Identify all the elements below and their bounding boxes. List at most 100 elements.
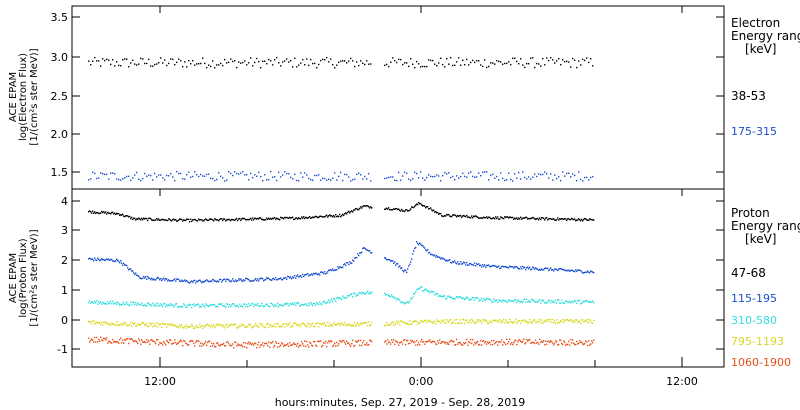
data-point — [555, 340, 557, 342]
data-point — [276, 217, 278, 219]
data-point — [418, 287, 420, 289]
data-point — [423, 321, 425, 323]
data-point — [142, 58, 144, 60]
data-point — [522, 265, 524, 268]
data-point — [559, 339, 561, 341]
data-point — [336, 179, 338, 181]
data-point — [151, 219, 153, 221]
data-point — [348, 295, 350, 297]
data-point — [190, 281, 192, 283]
data-point — [251, 302, 253, 305]
data-point — [98, 177, 100, 179]
data-point — [117, 341, 119, 343]
data-point — [139, 218, 141, 220]
data-point — [324, 216, 326, 218]
data-point — [312, 179, 314, 181]
data-point — [574, 270, 576, 273]
data-point — [521, 320, 523, 322]
data-point — [487, 341, 489, 343]
data-point — [360, 252, 362, 254]
data-point — [206, 344, 208, 346]
data-point — [581, 218, 583, 221]
data-point — [289, 342, 291, 344]
data-point — [294, 275, 296, 277]
data-point — [242, 280, 244, 283]
proton-ytick-label: 4 — [61, 195, 68, 208]
data-point — [560, 302, 562, 304]
data-point — [171, 220, 173, 222]
data-point — [137, 302, 139, 304]
data-point — [476, 263, 478, 265]
data-point — [250, 280, 252, 282]
data-point — [99, 321, 101, 324]
data-point — [544, 267, 546, 270]
data-point — [234, 171, 236, 173]
data-point — [168, 218, 170, 220]
data-point — [531, 268, 533, 270]
data-point — [132, 322, 134, 324]
data-point — [424, 179, 426, 181]
data-point — [332, 177, 334, 179]
data-point — [331, 340, 333, 343]
data-point — [174, 325, 176, 327]
data-point — [481, 217, 483, 219]
data-point — [387, 259, 389, 261]
data-point — [584, 271, 586, 274]
data-point — [472, 175, 474, 178]
data-point — [123, 215, 125, 217]
data-point — [332, 345, 334, 348]
data-point — [488, 264, 490, 266]
data-point — [92, 171, 94, 174]
data-point — [564, 61, 566, 63]
data-point — [432, 210, 434, 212]
data-point — [218, 344, 220, 346]
data-point — [560, 180, 562, 182]
data-point — [507, 266, 509, 269]
data-point — [171, 322, 173, 325]
data-point — [284, 171, 286, 173]
data-point — [272, 278, 274, 280]
data-point — [109, 302, 111, 304]
data-point — [104, 303, 106, 305]
data-point — [167, 305, 169, 307]
data-point — [149, 304, 151, 306]
data-point — [401, 267, 403, 269]
data-point — [263, 219, 265, 221]
data-point — [544, 302, 546, 304]
data-point — [437, 256, 439, 258]
data-point — [159, 342, 161, 344]
data-point — [365, 344, 367, 346]
data-point — [207, 323, 209, 325]
data-point — [397, 208, 399, 211]
data-point — [454, 298, 456, 300]
data-point — [476, 176, 478, 178]
data-point — [126, 265, 128, 267]
data-point — [272, 176, 274, 178]
data-point — [498, 320, 500, 322]
data-point — [391, 209, 393, 211]
data-point — [282, 174, 284, 176]
data-point — [207, 280, 209, 282]
data-point — [582, 180, 584, 182]
data-point — [461, 216, 463, 219]
data-point — [448, 295, 450, 297]
data-point — [419, 322, 421, 324]
data-point — [151, 322, 153, 325]
data-point — [553, 270, 555, 272]
data-point — [501, 339, 503, 341]
data-point — [407, 300, 409, 303]
data-point — [579, 269, 581, 271]
data-point — [200, 326, 202, 328]
data-point — [125, 264, 127, 266]
data-point — [173, 306, 175, 308]
data-point — [297, 302, 299, 305]
data-point — [505, 266, 507, 268]
data-point — [210, 327, 212, 329]
data-point — [239, 303, 241, 305]
data-point — [497, 216, 499, 218]
data-point — [562, 302, 564, 304]
data-point — [224, 305, 226, 307]
data-point — [508, 172, 510, 174]
data-point — [244, 217, 246, 220]
data-point — [587, 321, 589, 324]
